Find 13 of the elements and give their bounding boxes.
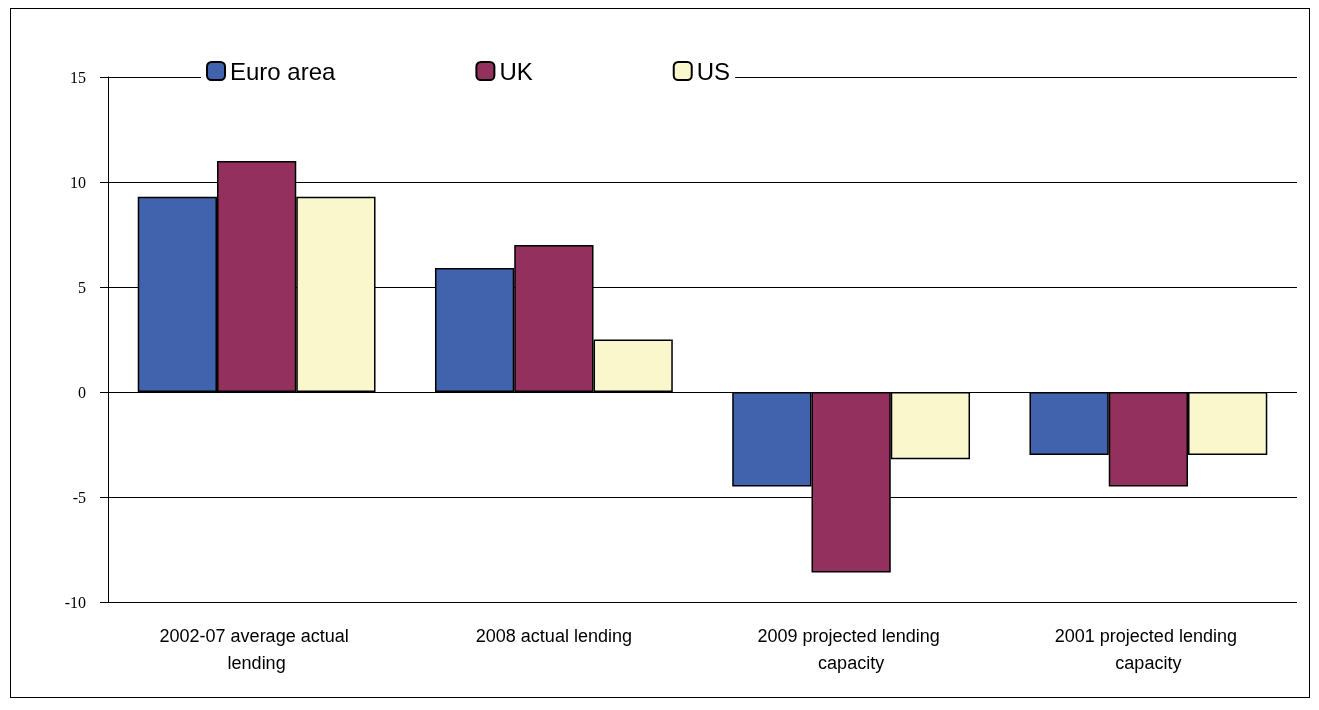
legend-label: US <box>696 57 731 85</box>
y-tick-label: 0 <box>78 383 86 401</box>
x-tick-label: 2001 projected lending capacity <box>1054 625 1242 673</box>
x-tick-label: 2008 actual lending <box>475 625 632 646</box>
y-tick-label: -5 <box>72 488 86 506</box>
y-tick-label: 10 <box>70 173 86 191</box>
x-tick-label: 2009 projected lending capacity <box>757 625 945 673</box>
legend-label: UK <box>499 57 533 85</box>
y-tick-label: 5 <box>78 278 86 296</box>
legend-label: Euro area <box>230 57 337 85</box>
y-tick-label: -10 <box>64 593 86 611</box>
y-tick-label: 15 <box>70 68 86 86</box>
x-tick-label: 2002-07 average actual lending <box>159 625 354 673</box>
